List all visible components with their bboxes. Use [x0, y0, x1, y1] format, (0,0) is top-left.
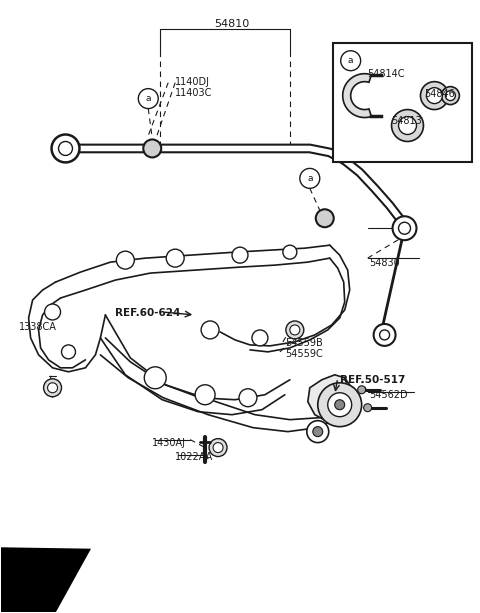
Circle shape — [48, 383, 58, 393]
Circle shape — [442, 86, 459, 105]
Circle shape — [358, 386, 366, 394]
Circle shape — [116, 251, 134, 269]
Text: 54830: 54830 — [370, 258, 400, 268]
Circle shape — [201, 321, 219, 339]
Circle shape — [209, 439, 227, 457]
Circle shape — [398, 223, 410, 234]
Circle shape — [335, 400, 345, 409]
Text: a: a — [348, 56, 353, 65]
Text: 54559C: 54559C — [285, 349, 323, 359]
Circle shape — [144, 140, 161, 158]
Text: 54810: 54810 — [215, 19, 250, 29]
Circle shape — [398, 116, 417, 134]
Text: a: a — [145, 94, 151, 103]
Text: 54562D: 54562D — [370, 390, 408, 400]
Circle shape — [144, 367, 166, 389]
Text: REF.60-624: REF.60-624 — [115, 308, 181, 318]
Polygon shape — [308, 375, 355, 425]
Circle shape — [426, 88, 443, 104]
Circle shape — [252, 330, 268, 346]
Circle shape — [307, 421, 329, 443]
Text: a: a — [307, 174, 312, 183]
Text: 54846: 54846 — [424, 89, 455, 99]
Circle shape — [341, 51, 360, 70]
Text: FR.: FR. — [23, 564, 42, 577]
Circle shape — [166, 249, 184, 267]
Circle shape — [445, 91, 456, 101]
Circle shape — [195, 385, 215, 405]
Circle shape — [283, 245, 297, 259]
Circle shape — [232, 247, 248, 263]
Text: 54813: 54813 — [392, 116, 422, 126]
Circle shape — [318, 383, 361, 427]
Circle shape — [239, 389, 257, 406]
Text: REF.50-517: REF.50-517 — [340, 375, 405, 385]
Circle shape — [286, 321, 304, 339]
Circle shape — [44, 379, 61, 397]
Circle shape — [393, 216, 417, 240]
Circle shape — [45, 304, 60, 320]
Circle shape — [380, 330, 390, 340]
Circle shape — [392, 110, 423, 142]
Text: 54559B: 54559B — [285, 338, 323, 348]
FancyArrowPatch shape — [0, 546, 91, 613]
Bar — [333, 43, 472, 162]
Circle shape — [313, 427, 323, 436]
Circle shape — [51, 134, 80, 162]
Circle shape — [420, 82, 448, 110]
Text: 1338CA: 1338CA — [19, 322, 57, 332]
Circle shape — [364, 404, 372, 412]
Text: 11403C: 11403C — [175, 88, 213, 97]
Circle shape — [61, 345, 75, 359]
Circle shape — [138, 89, 158, 109]
Circle shape — [373, 324, 396, 346]
Circle shape — [316, 209, 334, 227]
Circle shape — [328, 393, 352, 417]
Circle shape — [213, 443, 223, 452]
Polygon shape — [343, 74, 372, 118]
Text: 1430AJ: 1430AJ — [152, 438, 186, 447]
Circle shape — [300, 169, 320, 188]
Text: 1140DJ: 1140DJ — [175, 77, 210, 86]
Circle shape — [290, 325, 300, 335]
Text: 1022AA: 1022AA — [175, 452, 214, 462]
Text: 54814C: 54814C — [368, 69, 405, 78]
Circle shape — [59, 142, 72, 156]
